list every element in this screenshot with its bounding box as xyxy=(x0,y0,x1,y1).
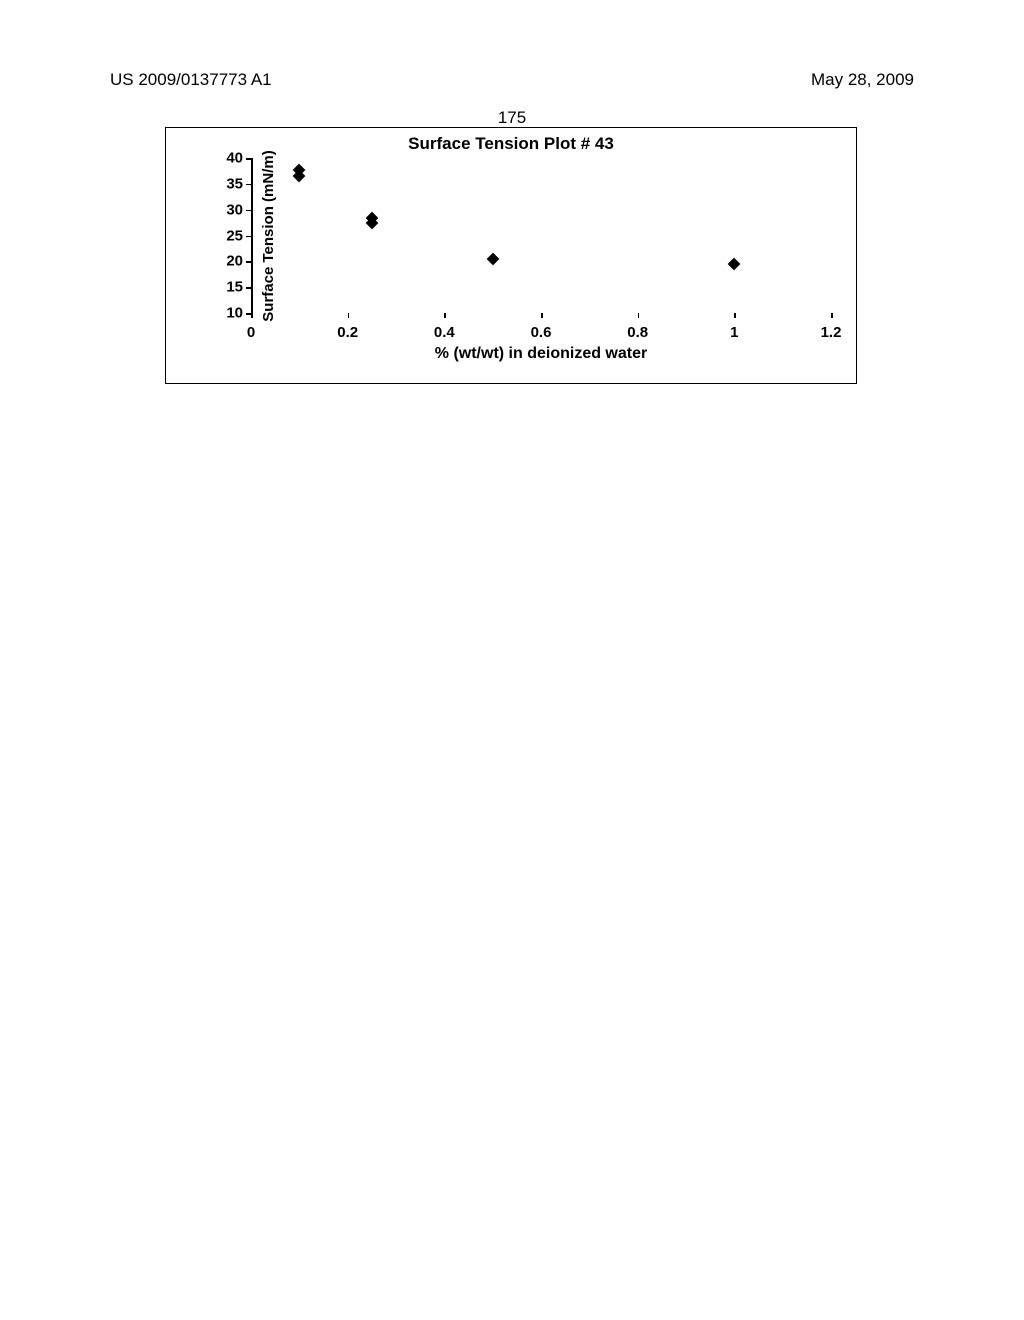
y-axis-line xyxy=(251,158,253,313)
plot-area: Surface Tension (mN/m) % (wt/wt) in deio… xyxy=(251,158,831,313)
y-tick xyxy=(246,236,251,238)
page-header: US 2009/0137773 A1 May 28, 2009 xyxy=(0,70,1024,90)
x-tick-label: 0.8 xyxy=(627,324,648,341)
y-tick xyxy=(246,184,251,186)
y-tick xyxy=(246,158,251,160)
x-tick xyxy=(638,313,640,318)
doc-id: US 2009/0137773 A1 xyxy=(110,70,272,90)
doc-date: May 28, 2009 xyxy=(811,70,914,90)
y-tick xyxy=(246,287,251,289)
x-tick xyxy=(831,313,833,318)
x-tick xyxy=(251,313,253,318)
x-tick-label: 0.2 xyxy=(337,324,358,341)
page-number: 175 xyxy=(0,108,1024,128)
x-axis-title: % (wt/wt) in deionized water xyxy=(435,345,647,363)
x-tick-label: 0.4 xyxy=(434,324,455,341)
y-tick xyxy=(246,210,251,212)
data-point xyxy=(728,258,741,271)
x-tick xyxy=(734,313,736,318)
y-tick-label: 25 xyxy=(213,227,243,244)
x-tick xyxy=(541,313,543,318)
y-tick-label: 10 xyxy=(213,305,243,322)
y-tick-label: 40 xyxy=(213,150,243,167)
y-tick-label: 30 xyxy=(213,201,243,218)
x-tick-label: 0 xyxy=(247,324,255,341)
y-axis-title: Surface Tension (mN/m) xyxy=(260,150,277,321)
y-tick-label: 20 xyxy=(213,253,243,270)
data-point xyxy=(486,252,499,265)
y-tick-label: 15 xyxy=(213,279,243,296)
y-tick xyxy=(246,261,251,263)
x-tick xyxy=(444,313,446,318)
x-tick-label: 1.2 xyxy=(821,324,842,341)
chart-frame: Surface Tension Plot # 43 Surface Tensio… xyxy=(165,127,857,384)
x-tick-label: 1 xyxy=(730,324,738,341)
y-tick-label: 35 xyxy=(213,175,243,192)
x-tick xyxy=(348,313,350,318)
x-tick-label: 0.6 xyxy=(531,324,552,341)
